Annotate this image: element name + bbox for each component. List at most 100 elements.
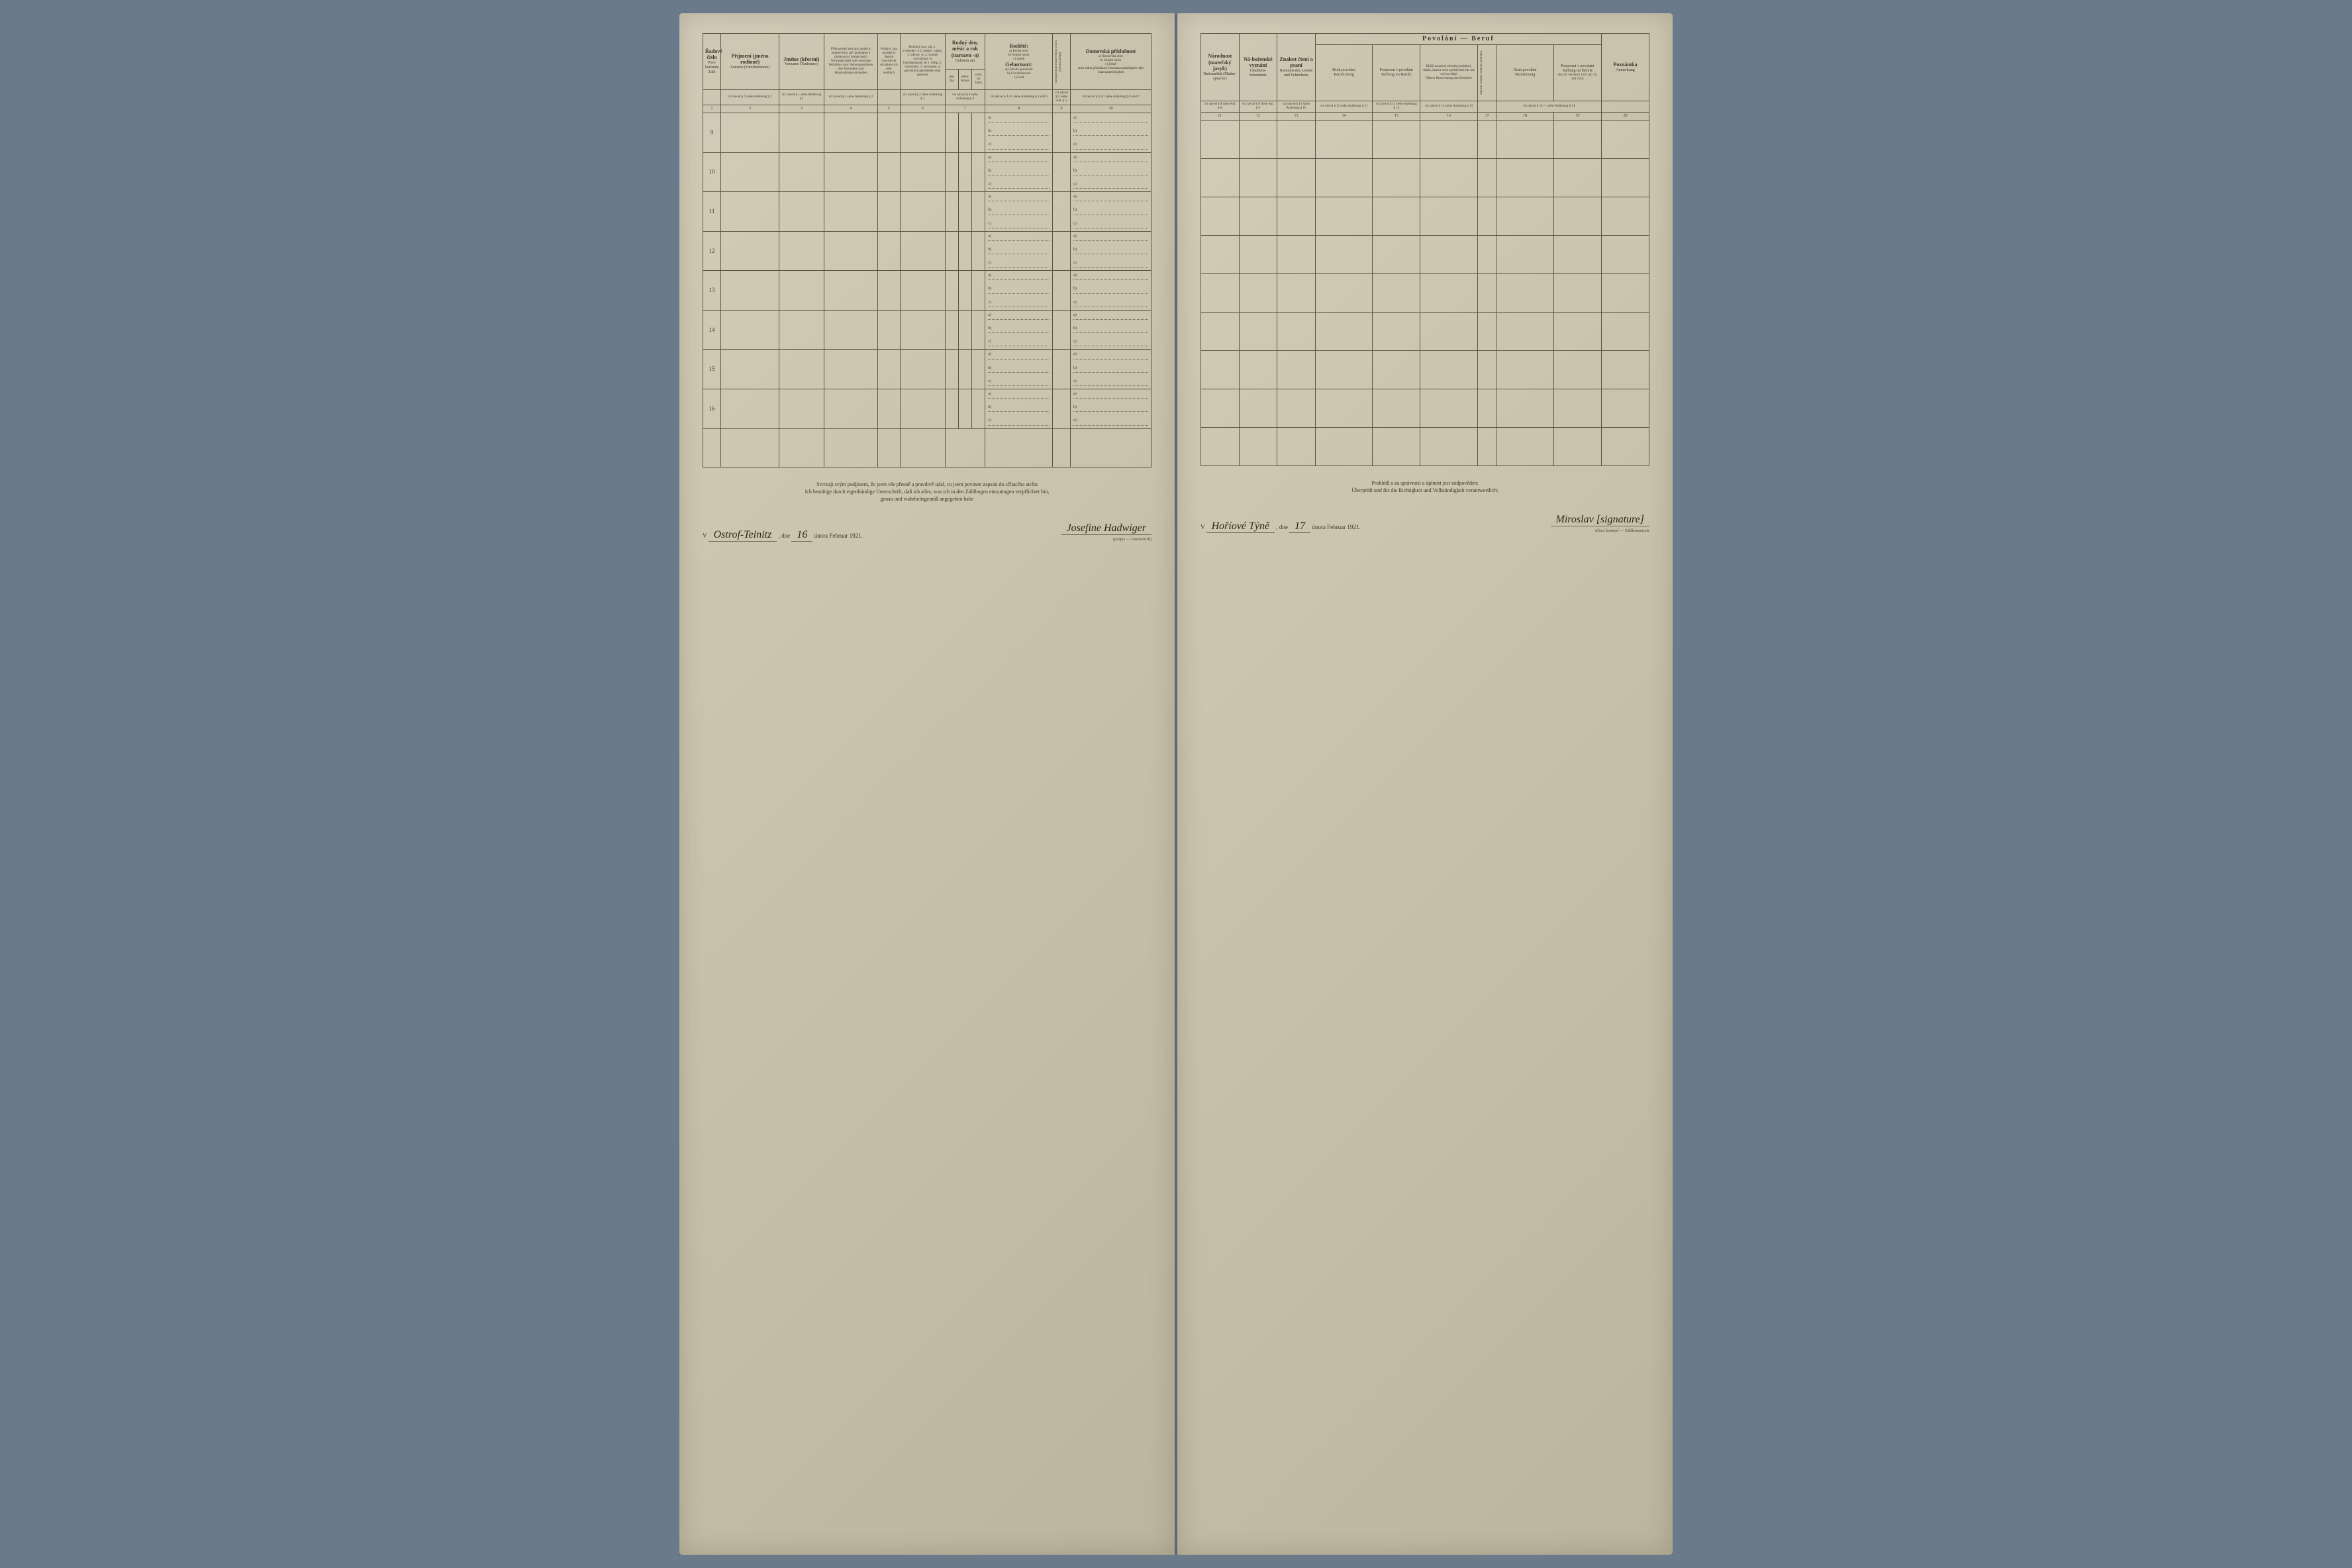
cell-sex: [878, 350, 901, 389]
cell: [1201, 236, 1240, 274]
ref-0: [703, 90, 721, 105]
hdr-col1: Řadové číslo Port-laufende Zahl: [703, 34, 721, 90]
cell-birth-day: [945, 310, 958, 350]
cell: [1601, 351, 1649, 389]
signature-row-left: V Ostrof-Teinitz , dne 16 února Februar …: [703, 522, 1152, 542]
hdr-col1-cz: Řadové číslo: [705, 48, 718, 61]
cell: [1277, 197, 1316, 236]
rdecl-line2: Überprüft und für die Richtigkeit und Vo…: [1200, 487, 1649, 494]
sig-month: února Februar: [814, 532, 848, 539]
cell: [1239, 313, 1277, 351]
rcn-16: 16: [1420, 113, 1477, 121]
cell: [1553, 274, 1601, 313]
hdr-col3-cz: Jméno (křestní): [781, 56, 822, 63]
hdr-col15-cz: Postavení v povolání: [1375, 68, 1418, 73]
hdr-col20: Poznámka Anmerkung: [1601, 34, 1649, 101]
hdr-col7-sub1: měsíc Monat: [958, 70, 971, 90]
cell: [1315, 236, 1372, 274]
cell: [1315, 121, 1372, 159]
hdr-col16-cz: Bližší označení závodu (podniku), úřadu,…: [1422, 65, 1475, 77]
cell: [1277, 389, 1316, 428]
cn-3: 3: [779, 105, 824, 113]
cell: [1315, 313, 1372, 351]
cell: [1496, 236, 1553, 274]
cell: [1553, 351, 1601, 389]
table-row-empty: [703, 428, 1152, 467]
row-number: 9: [703, 113, 721, 153]
hdr-col8: Rodiště: a) Rodná obec b) Soudní okres c…: [985, 34, 1053, 90]
hdr-col6-cz: Rodinný stav, zda 1. svobodný -á 2. žena…: [903, 46, 943, 62]
table-row: [1201, 197, 1649, 236]
declaration-text-right: Prohlédl a za správnost a úplnost jest z…: [1200, 479, 1649, 494]
sig-place-date: V Ostrof-Teinitz , dne 16 února Februar …: [703, 529, 927, 542]
cell: [1420, 389, 1477, 428]
cell: [1601, 428, 1649, 466]
cell: [1201, 428, 1240, 466]
rcn-17: 17: [1477, 113, 1496, 121]
cell-surname: [721, 192, 779, 232]
cell: [1373, 389, 1420, 428]
cell: [1373, 197, 1420, 236]
hdr-col9: Od kdy bydlí trvale osoba v obci pobytu …: [1052, 34, 1070, 90]
table-row: [1201, 236, 1649, 274]
cell-family-state: [900, 152, 945, 192]
cell-birth-month: [958, 231, 971, 271]
cell: [1420, 121, 1477, 159]
cell: [1553, 159, 1601, 197]
cell-birthplace: a)b)c): [985, 310, 1053, 350]
hdr-col7-sub2: roku im Jahre: [972, 70, 985, 90]
cn-6: 6: [900, 105, 945, 113]
cell-relation: [824, 271, 877, 311]
rcn-18: 18: [1496, 113, 1553, 121]
ref-7: viz návod § 4 a 5 siehe Anleitung § 4 un…: [985, 90, 1053, 105]
cell-firstname: [779, 231, 824, 271]
cell-since: [1052, 310, 1070, 350]
cell: [1601, 389, 1649, 428]
cell: [1477, 121, 1496, 159]
cell-surname: [721, 310, 779, 350]
cell-sex: [878, 271, 901, 311]
cell: [1315, 351, 1372, 389]
cell: [1239, 428, 1277, 466]
table-row: 13 a)b)c) a)b)c): [703, 271, 1152, 311]
cell-birth-year: [972, 350, 985, 389]
left-footer: Stvrzuji svým podpisem, že jsem vše přes…: [703, 481, 1152, 542]
hdr-col13-cz: Znalost čtení a psaní: [1279, 56, 1313, 69]
sig-name: Josefine Hadwiger: [1061, 522, 1152, 535]
hdr-col8-cz: Rodiště:: [987, 43, 1050, 50]
cell: [1496, 121, 1553, 159]
left-page: Řadové číslo Port-laufende Zahl Příjmení…: [679, 13, 1175, 1555]
ref-3: viz návod § 2 siehe Anleitung § 2: [824, 90, 877, 105]
hdr-col13-de: Kenntnis des Lesens und Schreibens: [1279, 69, 1313, 78]
cell: [1239, 274, 1277, 313]
rcn-12: 12: [1239, 113, 1277, 121]
cell: [1373, 159, 1420, 197]
hdr-col4: Příbuzenský neb jiný poměr k majiteli by…: [824, 34, 877, 90]
table-row: 14 a)b)c) a)b)c): [703, 310, 1152, 350]
cell: [1553, 428, 1601, 466]
cell-family-state: [900, 271, 945, 311]
cell-birth-year: [972, 152, 985, 192]
hdr-col5-cz: Pohlaví, zda mužské či ženské: [880, 48, 898, 60]
hdr-col11: Národnost (mateřský jazyk) Nationalität …: [1201, 34, 1240, 101]
cell-birth-year: [972, 113, 985, 153]
rsig-place-date: V Hoříové Týně , dne 17 února Februar 19…: [1200, 520, 1425, 533]
sig-day: 16: [791, 529, 812, 542]
cell: [1477, 159, 1496, 197]
cell-birth-month: [958, 350, 971, 389]
cell: [1496, 351, 1553, 389]
cell: [1373, 351, 1420, 389]
cn-1: 1: [703, 105, 721, 113]
cell: [1315, 428, 1372, 466]
declaration-text: Stvrzuji svým podpisem, že jsem vše přes…: [703, 481, 1152, 503]
cell-sex: [878, 231, 901, 271]
cell-birthplace: a)b)c): [985, 113, 1053, 153]
cell-sex: [878, 113, 901, 153]
cell: [1601, 159, 1649, 197]
cell-firstname: [779, 389, 824, 428]
rsig-dne: dne: [1279, 524, 1288, 530]
decl-line1: Stvrzuji svým podpisem, že jsem vše přes…: [703, 481, 1152, 488]
cell-heimat: a)b)c): [1071, 310, 1152, 350]
cell-since: [1052, 389, 1070, 428]
cell-sex: [878, 310, 901, 350]
